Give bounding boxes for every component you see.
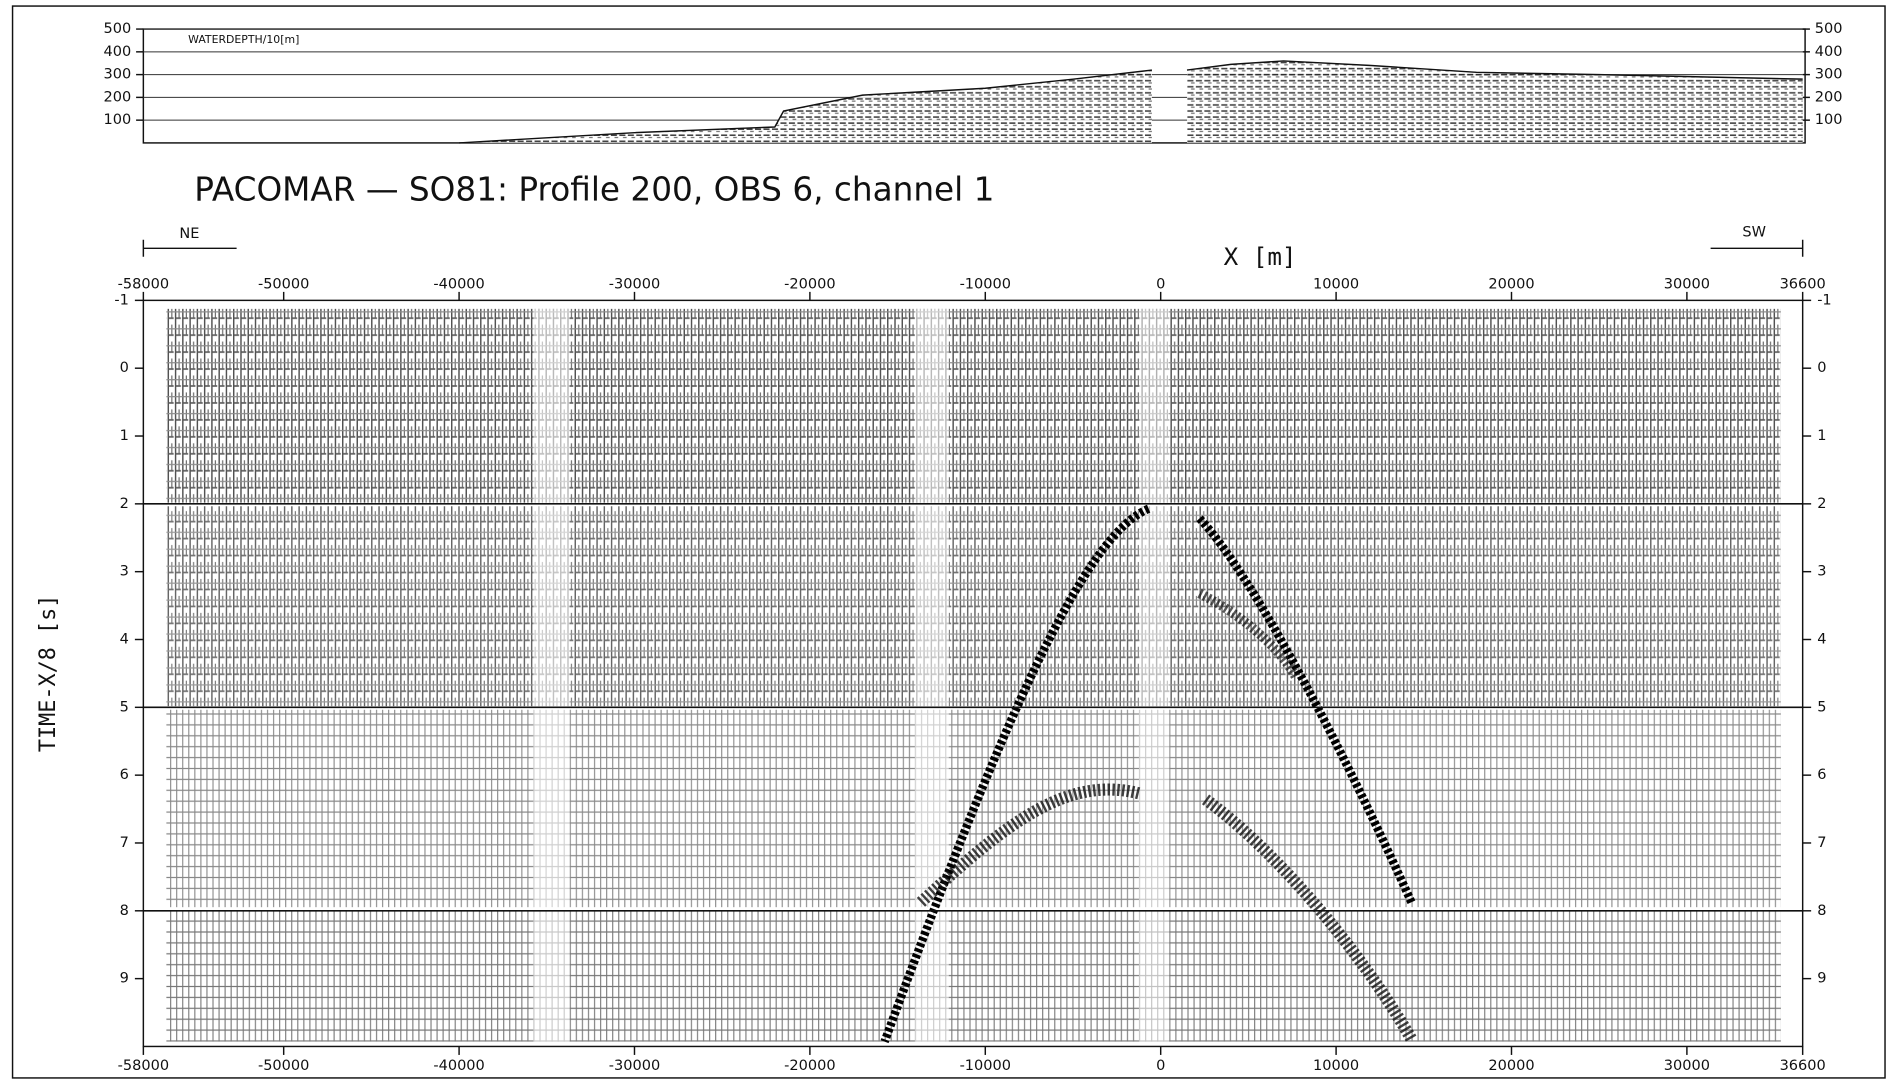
y-tick-label: 4 [120,631,129,647]
y-tick-label: 400 [1815,44,1843,60]
inset-y-label: WATERDEPTH/10[m] [188,33,299,46]
y-tick-label: 200 [1815,89,1843,105]
x-tick-label: -58000 [118,277,169,293]
x-tick-label: 20000 [1488,277,1534,293]
direction-bracket [1711,240,1803,257]
x-tick-label: 20000 [1488,1058,1534,1074]
x-tick-label: 36600 [1780,277,1826,293]
y-tick-label: 500 [1815,21,1843,37]
y-axis-label: TIME-X/8 [s] [36,595,61,752]
y-tick-label: 200 [104,89,132,105]
y-tick-label: 5 [120,699,129,715]
x-tick-label: 0 [1156,1058,1165,1074]
y-tick-label: 8 [1817,903,1826,919]
y-tick-label: 2 [120,496,129,512]
y-tick-label: 7 [120,835,129,851]
y-tick-label: -1 [114,292,128,308]
x-tick-label: -30000 [609,1058,660,1074]
y-tick-label: 500 [104,21,132,37]
x-tick-label: -30000 [609,277,660,293]
direction-label: SW [1742,225,1766,241]
y-tick-label: 300 [104,67,132,83]
x-tick-label: -20000 [784,277,835,293]
x-tick-label: -40000 [433,1058,484,1074]
y-tick-label: 100 [104,112,132,128]
x-axis-label: X [m] [1224,243,1297,271]
figure: WATERDEPTH/10[m] PACOMAR — SO81: Profile… [0,0,1900,1084]
y-tick-label: 3 [120,564,129,580]
y-tick-label: 9 [1817,971,1826,987]
x-tick-label: -50000 [258,277,309,293]
y-tick-label: 0 [1817,360,1826,376]
x-tick-label: 10000 [1313,1058,1359,1074]
x-tick-label: 30000 [1664,277,1710,293]
x-tick-label: 0 [1156,277,1165,293]
x-tick-label: 36600 [1780,1058,1826,1074]
x-tick-label: -10000 [960,277,1011,293]
direction-bracket [143,240,236,257]
page: {"chart_data": [ {"type": "seismic-secti… [0,0,1900,1084]
y-tick-label: 2 [1817,496,1826,512]
x-tick-label: 30000 [1664,1058,1710,1074]
direction-label: NE [179,226,199,242]
chart-title: PACOMAR — SO81: Profile 200, OBS 6, chan… [194,170,994,208]
x-tick-label: -58000 [118,1058,169,1074]
y-tick-label: 0 [120,360,129,376]
y-tick-label: 8 [120,903,129,919]
y-tick-label: 300 [1815,67,1843,83]
y-tick-label: 1 [1817,428,1826,444]
y-tick-label: -1 [1817,292,1831,308]
y-tick-label: 1 [120,428,129,444]
x-tick-label: 10000 [1313,277,1359,293]
x-tick-label: -20000 [784,1058,835,1074]
x-tick-label: -10000 [960,1058,1011,1074]
bathymetry-fill [459,61,1803,143]
y-tick-label: 3 [1817,564,1826,580]
x-tick-label: -50000 [258,1058,309,1074]
y-tick-label: 5 [1817,699,1826,715]
y-tick-label: 7 [1817,835,1826,851]
y-tick-label: 9 [120,971,129,987]
y-tick-label: 6 [120,767,129,783]
y-tick-label: 100 [1815,112,1843,128]
x-tick-label: -40000 [433,277,484,293]
y-tick-label: 4 [1817,631,1826,647]
y-tick-label: 400 [104,44,132,60]
y-tick-label: 6 [1817,767,1826,783]
seismic-traces [166,309,1780,1042]
